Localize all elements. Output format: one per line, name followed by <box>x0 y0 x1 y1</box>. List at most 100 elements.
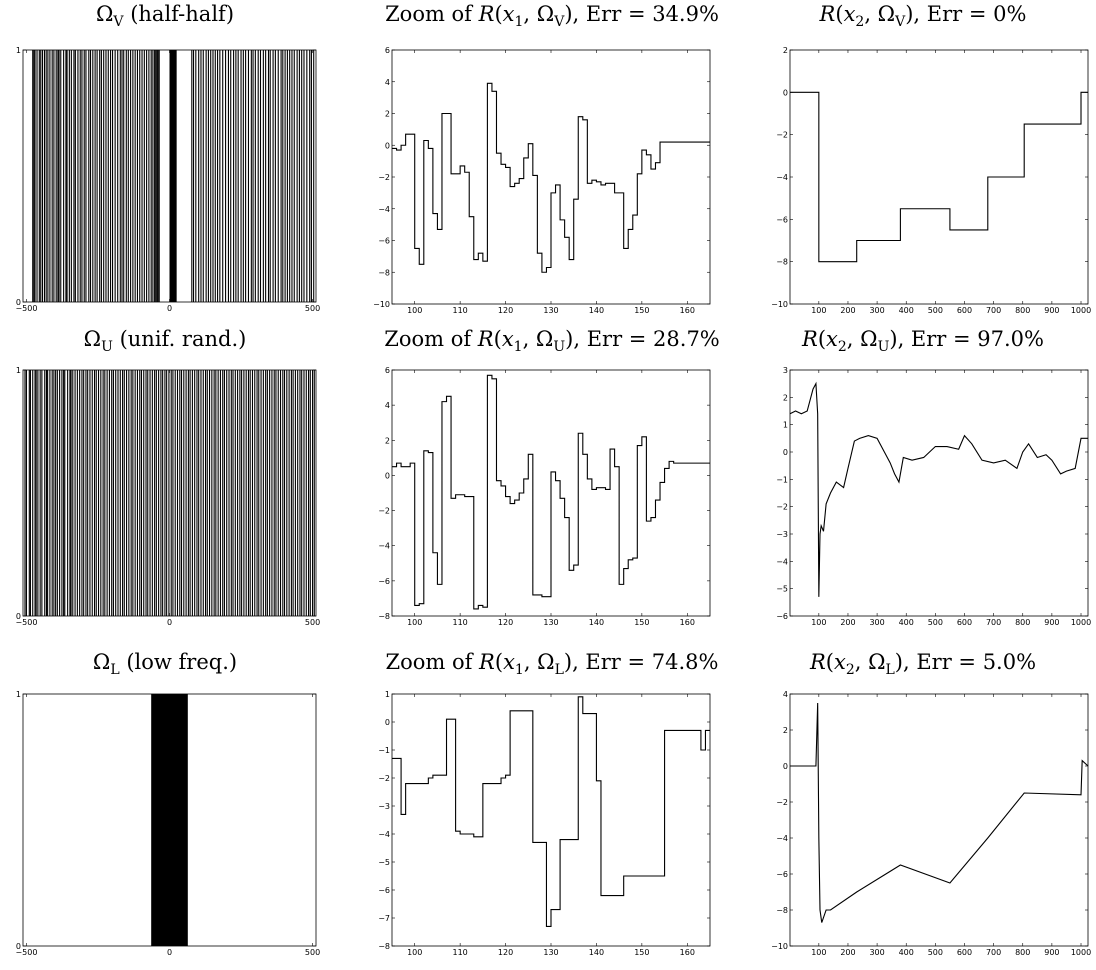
y-tick-label: 0 <box>16 942 21 951</box>
x-tick-label: 1000 <box>1071 948 1091 957</box>
series-line <box>392 696 710 927</box>
x-tick-label: 130 <box>543 948 558 957</box>
x-tick-label: 800 <box>1015 618 1030 627</box>
full-u-chart: 100 200 300 400 500 600 700 800 900 1000 −6 −5 −4 −3 −… <box>776 366 1091 627</box>
panel-zoom-l: Zoom of R(x1, ΩL), Err = 74.8% 100 110 120… <box>362 648 742 970</box>
y-tick-label: −4 <box>776 173 788 182</box>
y-tick-label: −5 <box>378 858 390 867</box>
panel-title: Zoom of R(x1, ΩL), Err = 74.8% <box>385 650 719 679</box>
y-tick-label: 2 <box>783 393 788 402</box>
y-tick-label: −8 <box>776 906 788 915</box>
panel-mask-u: ΩU (unif. rand.) −500 0 500 0 1 <box>0 325 330 635</box>
x-tick-label: 300 <box>869 306 884 315</box>
panel-title: Zoom of R(x1, ΩU), Err = 28.7% <box>384 327 720 356</box>
series-line <box>392 374 710 610</box>
full-v-chart: 100 200 300 400 500 600 700 800 900 1000 −10 −8 −6 −4… <box>771 46 1091 315</box>
x-tick-label: 400 <box>899 948 914 957</box>
panel-mask-l: ΩL (low freq.) −500 0 500 0 1 <box>0 648 330 970</box>
y-tick-label: −8 <box>776 258 788 267</box>
y-tick-label: −2 <box>378 507 390 516</box>
y-tick-label: −2 <box>776 131 788 140</box>
y-tick-label: 0 <box>385 718 390 727</box>
y-tick-label: −2 <box>776 798 788 807</box>
x-tick-label: 100 <box>407 306 422 315</box>
x-tick-label: 100 <box>811 306 826 315</box>
y-tick-label: 1 <box>385 690 390 699</box>
y-tick-label: 2 <box>783 726 788 735</box>
axes-frame <box>789 693 1089 947</box>
series-line <box>789 381 1088 597</box>
y-tick-label: −10 <box>771 942 788 951</box>
x-tick-label: 140 <box>589 948 604 957</box>
zoom-l-chart: 100 110 120 130 140 150 160 −8 −7 −6 −5 −4 −3 −2 −1 0 1 <box>378 690 711 957</box>
x-tick-label: 130 <box>543 618 558 627</box>
x-tick-label: 160 <box>680 618 695 627</box>
panel-full-u: R(x2, ΩU), Err = 97.0% 100 200 300 400 500 60… <box>750 325 1096 635</box>
x-tick-label: 120 <box>498 948 513 957</box>
y-tick-label: −4 <box>378 542 390 551</box>
x-tick-label: 900 <box>1044 306 1059 315</box>
y-tick-label: 0 <box>385 141 390 150</box>
x-tick-label: 150 <box>634 948 649 957</box>
zoom-u-chart: 100 110 120 130 140 150 160 −8 −6 −4 −2 0 2 4 6 <box>378 366 711 627</box>
x-tick-label: 600 <box>957 948 972 957</box>
x-tick-label: 500 <box>305 618 320 627</box>
panel-title: ΩL (low freq.) <box>92 650 238 679</box>
y-tick-label: −1 <box>776 475 788 484</box>
panel-zoom-u: Zoom of R(x1, ΩU), Err = 28.7% 100 110 120… <box>362 325 742 635</box>
y-tick-label: −8 <box>378 268 390 277</box>
x-tick-label: 900 <box>1044 618 1059 627</box>
axes-frame <box>789 369 1089 617</box>
x-tick-label: 200 <box>840 306 855 315</box>
axes-frame <box>789 49 1089 305</box>
x-tick-label: −500 <box>15 948 37 957</box>
x-tick-label: 700 <box>986 306 1001 315</box>
y-tick-label: 4 <box>783 690 788 699</box>
zoom-v-chart: 100 110 120 130 140 150 160 −10 −8 −6 −4 −2 0 2 4 6 <box>373 46 711 315</box>
axes-frame <box>391 693 711 947</box>
y-tick-label: −2 <box>378 173 390 182</box>
y-tick-label: 0 <box>385 471 390 480</box>
y-tick-label: −4 <box>776 557 788 566</box>
mask-band <box>169 50 177 302</box>
mask-band <box>151 694 188 946</box>
x-tick-label: 150 <box>634 618 649 627</box>
y-tick-label: −6 <box>776 870 788 879</box>
x-tick-label: 0 <box>167 618 172 627</box>
x-tick-label: 800 <box>1015 306 1030 315</box>
x-tick-label: 130 <box>543 306 558 315</box>
x-tick-label: 200 <box>840 618 855 627</box>
x-tick-label: −500 <box>15 618 37 627</box>
y-tick-label: 0 <box>16 298 21 307</box>
panel-zoom-v: Zoom of R(x1, ΩV), Err = 34.9% 100 110 120… <box>362 0 742 320</box>
series-line <box>790 702 1089 923</box>
x-tick-label: 600 <box>957 306 972 315</box>
x-tick-label: 500 <box>928 618 943 627</box>
x-tick-label: 900 <box>1044 948 1059 957</box>
x-tick-label: 100 <box>407 948 422 957</box>
panel-title: R(x2, ΩL), Err = 5.0% <box>809 650 1037 679</box>
panel-title: Zoom of R(x1, ΩV), Err = 34.9% <box>385 2 719 31</box>
y-tick-label: 2 <box>385 436 390 445</box>
y-tick-label: 1 <box>783 421 788 430</box>
x-tick-label: 160 <box>680 306 695 315</box>
x-tick-label: 110 <box>453 618 468 627</box>
x-tick-label: 300 <box>869 948 884 957</box>
y-tick-label: −5 <box>776 585 788 594</box>
y-tick-label: 0 <box>783 448 788 457</box>
full-l-chart: 100 200 300 400 500 600 700 800 900 1000 −10 −8 −6 −4… <box>771 690 1091 957</box>
y-tick-label: −3 <box>776 530 788 539</box>
x-tick-label: 100 <box>407 618 422 627</box>
y-tick-label: −3 <box>378 802 390 811</box>
x-tick-label: 150 <box>634 306 649 315</box>
y-tick-label: −4 <box>776 834 788 843</box>
y-tick-label: −7 <box>378 914 390 923</box>
x-tick-label: 140 <box>589 618 604 627</box>
x-tick-label: 1000 <box>1071 618 1091 627</box>
x-tick-label: 0 <box>167 304 172 313</box>
y-tick-label: −4 <box>378 830 390 839</box>
y-tick-label: −10 <box>373 300 390 309</box>
y-tick-label: 0 <box>16 612 21 621</box>
x-tick-label: 500 <box>928 948 943 957</box>
